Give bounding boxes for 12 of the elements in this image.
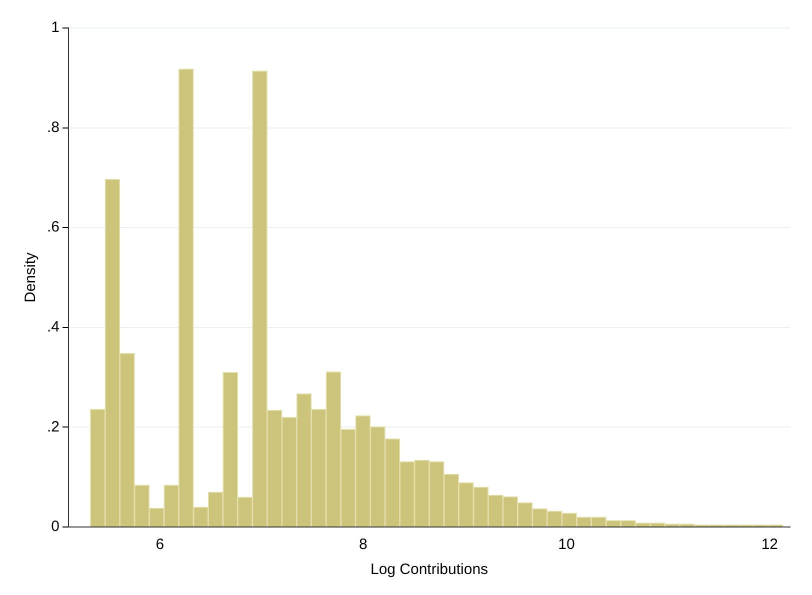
- y-axis-title: Density: [22, 252, 40, 303]
- y-tick-label: 0: [51, 518, 60, 536]
- y-tick-label: .4: [46, 318, 60, 336]
- y-tick-label: .2: [46, 418, 60, 436]
- x-tick-label: 6: [156, 536, 164, 554]
- y-tick-label: .6: [46, 218, 60, 236]
- x-tick-label: 8: [359, 536, 368, 554]
- x-axis-title: Log Contributions: [370, 561, 488, 578]
- y-tick-label: 1: [51, 19, 60, 36]
- x-tick-label: 12: [761, 536, 778, 554]
- x-tick-label: 10: [558, 536, 575, 554]
- y-tick-label: .8: [46, 118, 60, 136]
